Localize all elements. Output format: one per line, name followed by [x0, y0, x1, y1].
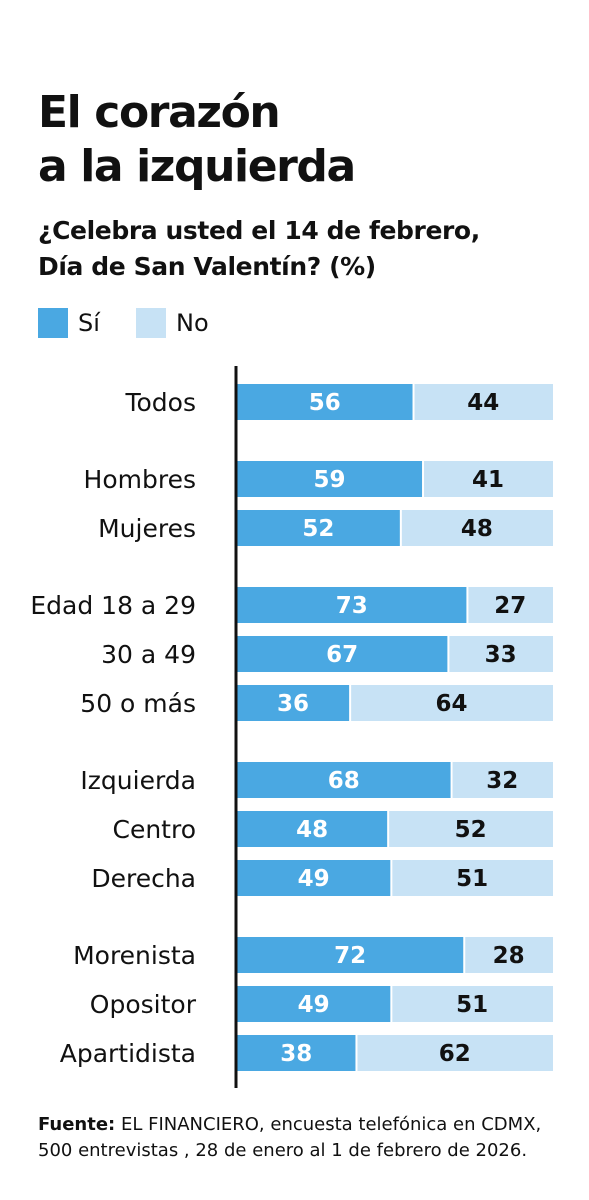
value-label-no-derecha: 51 — [456, 866, 488, 892]
bar-no-edad-18-a-29 — [467, 587, 553, 623]
category-label-izquierda: Izquierda — [80, 766, 196, 795]
bar-si-centro — [236, 811, 389, 847]
value-label-no-mujeres: 48 — [461, 516, 493, 542]
bar-no-hombres — [423, 461, 553, 497]
category-label-hombres: Hombres — [84, 465, 196, 494]
value-label-si-50-o-mas: 36 — [277, 691, 309, 717]
legend-swatch-no — [136, 308, 166, 338]
bar-si-hombres — [236, 461, 424, 497]
value-label-no-todos: 44 — [467, 390, 499, 416]
title-line-2: a la izquierda — [38, 141, 356, 192]
category-label-derecha: Derecha — [91, 864, 196, 893]
bar-no-morenista — [464, 937, 553, 973]
category-label-todos: Todos — [124, 388, 196, 417]
bar-no-derecha — [391, 860, 553, 896]
value-label-si-30-a-49: 67 — [326, 642, 358, 668]
bar-no-izquierda — [451, 762, 553, 798]
bar-si-30-a-49 — [236, 636, 449, 672]
bar-no-centro — [388, 811, 553, 847]
category-label-50-o-mas: 50 o más — [80, 689, 196, 718]
bar-no-apartidista — [356, 1035, 553, 1071]
source-note: Fuente: EL FINANCIERO, encuesta telefóni… — [38, 1112, 568, 1164]
value-label-si-morenista: 72 — [334, 943, 366, 969]
value-label-no-centro: 52 — [455, 817, 487, 843]
legend-label-si: Sí — [78, 309, 100, 337]
value-label-no-hombres: 41 — [472, 467, 504, 493]
value-label-si-mujeres: 52 — [302, 516, 334, 542]
chart-subtitle: ¿Celebra usted el 14 de febrero, Día de … — [38, 213, 578, 285]
bar-chart: Todos 56 44 Hombres 59 41 Mujeres 52 48 Edad 18 a… — [30, 366, 553, 1088]
bar-no-30-a-49 — [448, 636, 553, 672]
category-label-centro: Centro — [112, 815, 196, 844]
bar-si-izquierda — [236, 762, 452, 798]
legend-swatch-si — [38, 308, 68, 338]
value-label-no-morenista: 28 — [493, 943, 525, 969]
chart-title: El corazón a la izquierda — [38, 86, 558, 194]
legend-label-no: No — [176, 309, 209, 337]
value-label-si-apartidista: 38 — [280, 1041, 312, 1067]
bar-no-mujeres — [400, 510, 553, 546]
subtitle-line-2: Día de San Valentín? (%) — [38, 252, 376, 281]
value-label-si-izquierda: 68 — [328, 768, 360, 794]
bar-si-apartidista — [236, 1035, 357, 1071]
bar-no-todos — [413, 384, 553, 420]
category-label-morenista: Morenista — [73, 941, 196, 970]
value-label-no-30-a-49: 33 — [485, 642, 517, 668]
bar-si-edad-18-a-29 — [236, 587, 468, 623]
category-label-mujeres: Mujeres — [98, 514, 196, 543]
category-label-apartidista: Apartidista — [60, 1039, 196, 1068]
subtitle-line-1: ¿Celebra usted el 14 de febrero, — [38, 216, 480, 245]
value-label-si-opositor: 49 — [298, 992, 330, 1018]
value-label-no-opositor: 51 — [456, 992, 488, 1018]
value-label-no-edad-18-a-29: 27 — [494, 593, 526, 619]
value-label-si-centro: 48 — [296, 817, 328, 843]
value-label-no-apartidista: 62 — [439, 1041, 471, 1067]
category-label-opositor: Opositor — [90, 990, 197, 1019]
value-label-si-todos: 56 — [309, 390, 341, 416]
bar-si-opositor — [236, 986, 392, 1022]
value-label-si-hombres: 59 — [314, 467, 346, 493]
value-label-no-izquierda: 32 — [486, 768, 518, 794]
bar-no-50-o-mas — [350, 685, 553, 721]
bar-si-mujeres — [236, 510, 401, 546]
bar-no-opositor — [391, 986, 553, 1022]
title-line-1: El corazón — [38, 87, 281, 138]
category-label-edad-18-a-29: Edad 18 a 29 — [30, 591, 196, 620]
value-label-si-edad-18-a-29: 73 — [336, 593, 368, 619]
bar-si-todos — [236, 384, 414, 420]
bar-si-derecha — [236, 860, 392, 896]
value-label-si-derecha: 49 — [298, 866, 330, 892]
bar-si-morenista — [236, 937, 465, 973]
source-text: EL FINANCIERO, encuesta telefónica en CD… — [38, 1114, 542, 1161]
category-label-30-a-49: 30 a 49 — [101, 640, 196, 669]
bar-si-50-o-mas — [236, 685, 351, 721]
value-label-no-50-o-mas: 64 — [436, 691, 468, 717]
source-label: Fuente: — [38, 1114, 116, 1135]
